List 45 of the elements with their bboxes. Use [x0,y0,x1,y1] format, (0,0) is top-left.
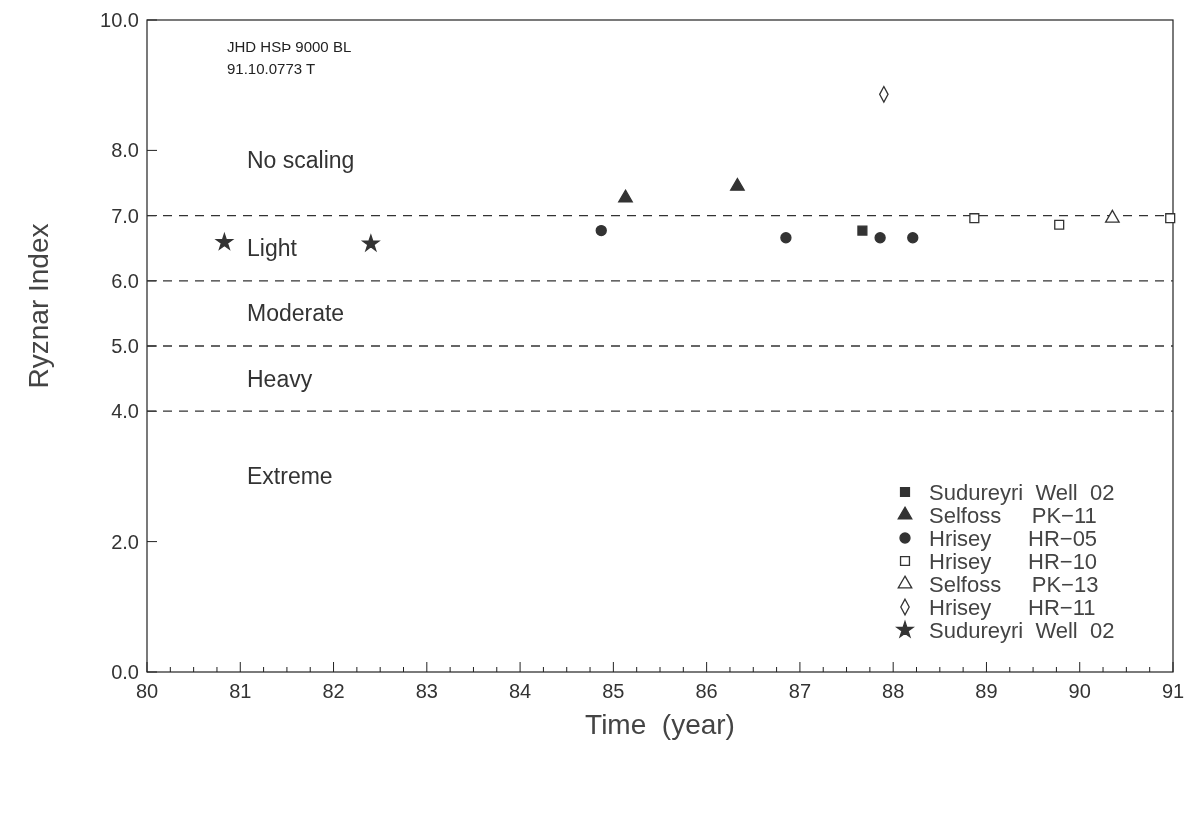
x-tick-label: 89 [975,680,998,702]
x-tick-label: 80 [135,680,159,702]
annotation: Heavy [247,365,313,392]
x-tick-label: 82 [322,680,345,702]
y-tick-label: 10.0 [100,9,139,31]
point [1165,213,1176,224]
x-axis-title: Time (year) [585,709,735,740]
annotation: 91.10.0773 T [227,60,316,77]
y-tick-label: 5.0 [111,335,139,357]
annotation: Moderate [247,300,345,327]
point [1104,209,1120,223]
y-tick-label: 0.0 [111,661,139,683]
legend-label: Hrisey HR−05 [929,526,1098,551]
x-tick-label: 85 [602,680,625,702]
x-tick-label: 90 [1068,680,1091,702]
x-tick-label: 88 [882,680,905,702]
point [215,233,234,250]
annotation: Extreme [247,463,333,490]
annotation: Light [247,235,298,262]
point [362,234,380,252]
point [1054,219,1065,230]
y-tick-label: 8.0 [111,139,139,162]
x-tick-label: 81 [229,680,252,702]
x-tick-label: 91 [1161,680,1185,702]
point [969,213,980,224]
point [618,189,633,203]
x-tick-label: 86 [695,680,718,702]
point [780,232,792,244]
y-tick-label: 6.0 [111,269,139,292]
y-tick-label: 7.0 [111,204,139,227]
y-tick-label: 4.0 [111,400,139,423]
y-tick-label: 2.0 [111,530,139,553]
point [595,224,607,237]
annotation: JHD HSÞ 9000 BL [227,38,352,55]
y-axis-title: Ryznar Index [23,223,54,389]
x-tick-label: 83 [415,680,438,702]
x-tick-label: 84 [508,680,532,702]
legend-label: Hrisey HR−11 [929,595,1096,620]
point [857,225,868,236]
point [907,232,919,244]
x-tick-label: 87 [788,680,812,702]
legend-label: Sudureyri Well 02 [929,480,1115,505]
point [874,232,886,244]
point [730,177,745,191]
annotation: No scaling [247,147,355,174]
